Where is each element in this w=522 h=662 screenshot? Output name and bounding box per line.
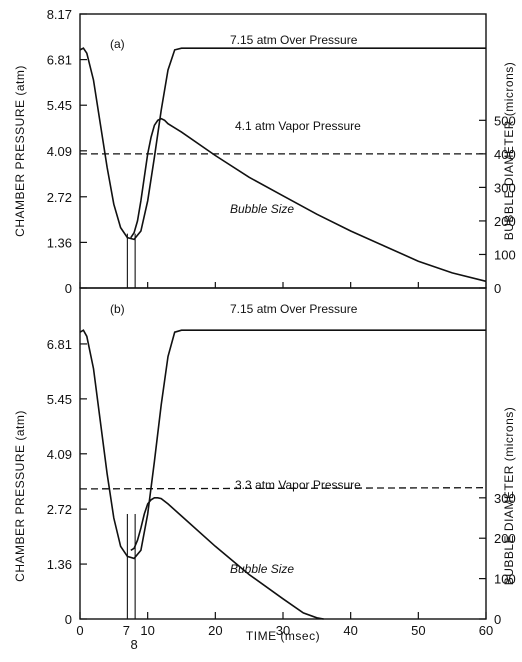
panel-a-left-tick-label: 5.45: [47, 98, 72, 113]
panel-a-right-tick-label: 200: [494, 214, 516, 229]
x-extra-tick-label: 8: [131, 637, 138, 652]
panel-b-ylabel-right: BUBBLE DIAMETER (microns): [502, 407, 516, 586]
panel-b-bubble-size-label: Bubble Size: [230, 562, 294, 576]
panel-b-left-tick-label: 6.81: [47, 337, 72, 352]
panel-a-left-tick-label: 0: [65, 281, 72, 296]
panel-a: 0 1.36 2.72 4.09 5.45 6.81 8.17 0 100 200 300 400 50…: [13, 7, 516, 296]
panel-a-right-tick-label: 500: [494, 113, 516, 128]
panel-a-left-tick-label: 8.17: [47, 7, 72, 22]
x-tick-label: 50: [411, 623, 425, 638]
panel-a-label: (a): [110, 37, 125, 51]
panel-a-right-tick-label: 100: [494, 247, 516, 262]
panel-a-right-tick-label: 0: [494, 281, 501, 296]
panel-a-ylabel-right: BUBBLE DIAMETER (microns): [502, 62, 516, 241]
panel-a-right-tick-label: 300: [494, 180, 516, 195]
x-extra-tick-label: 7: [123, 623, 130, 638]
panel-a-over-pressure-curve: [79, 47, 486, 241]
panel-b-over-pressure-label: 7.15 atm Over Pressure: [230, 302, 358, 316]
panel-a-vapor-pressure-label: 4.1 atm Vapor Pressure: [235, 119, 361, 133]
panel-a-bubble-size-label: Bubble Size: [230, 202, 294, 216]
panel-a-frame: [79, 13, 487, 289]
panel-b-left-tick-label: 0: [65, 612, 72, 627]
x-tick-label: 40: [343, 623, 357, 638]
panel-b: 0 1.36 2.72 4.09 5.45 6.81 0 100 200 300 0 10 20 30 40…: [13, 287, 516, 652]
panel-a-ylabel-left: CHAMBER PRESSURE (atm): [13, 65, 27, 237]
panel-b-vapor-pressure-line: [79, 487, 487, 490]
panel-b-right-tick-label: 200: [494, 531, 516, 546]
panel-a-over-pressure-label: 7.15 atm Over Pressure: [230, 33, 358, 47]
panel-b-right-tick-label: 0: [494, 612, 501, 627]
panel-b-label: (b): [110, 302, 125, 316]
x-tick-label: 30: [276, 623, 290, 638]
panel-b-left-tick-label: 5.45: [47, 392, 72, 407]
panel-b-ticks: 0 1.36 2.72 4.09 5.45 6.81 0 100 200 300 0 10 20 30 40…: [47, 337, 516, 652]
panel-b-series: [79, 329, 487, 620]
x-tick-label: 10: [140, 623, 154, 638]
x-tick-label: 0: [76, 623, 83, 638]
panel-b-ylabel-left: CHAMBER PRESSURE (atm): [13, 410, 27, 582]
x-axis-label: TIME (msec): [246, 629, 320, 643]
x-tick-label: 60: [479, 623, 493, 638]
panel-b-left-tick-label: 4.09: [47, 447, 72, 462]
panel-a-left-tick-label: 4.09: [47, 144, 72, 159]
panel-a-left-tick-label: 6.81: [47, 53, 72, 68]
panel-b-vapor-pressure-label: 3.3 atm Vapor Pressure: [235, 478, 361, 492]
panel-a-left-tick-label: 2.72: [47, 190, 72, 205]
panel-a-bubble-size-curve: [130, 117, 487, 283]
panel-b-bubble-size-curve: [130, 496, 324, 620]
panel-a-left-tick-label: 1.36: [47, 235, 72, 250]
panel-a-right-tick-label: 400: [494, 147, 516, 162]
panel-b-left-tick-label: 2.72: [47, 502, 72, 517]
panel-a-series: [79, 47, 487, 288]
panel-b-left-tick-label: 1.36: [47, 557, 72, 572]
x-tick-label: 20: [208, 623, 222, 638]
panel-b-right-tick-label: 300: [494, 491, 516, 506]
panel-b-over-pressure-curve: [79, 329, 486, 560]
panel-a-ticks: 0 1.36 2.72 4.09 5.45 6.81 8.17 0 100 200 300 400 50…: [47, 7, 516, 296]
panel-b-right-tick-label: 100: [494, 572, 516, 587]
